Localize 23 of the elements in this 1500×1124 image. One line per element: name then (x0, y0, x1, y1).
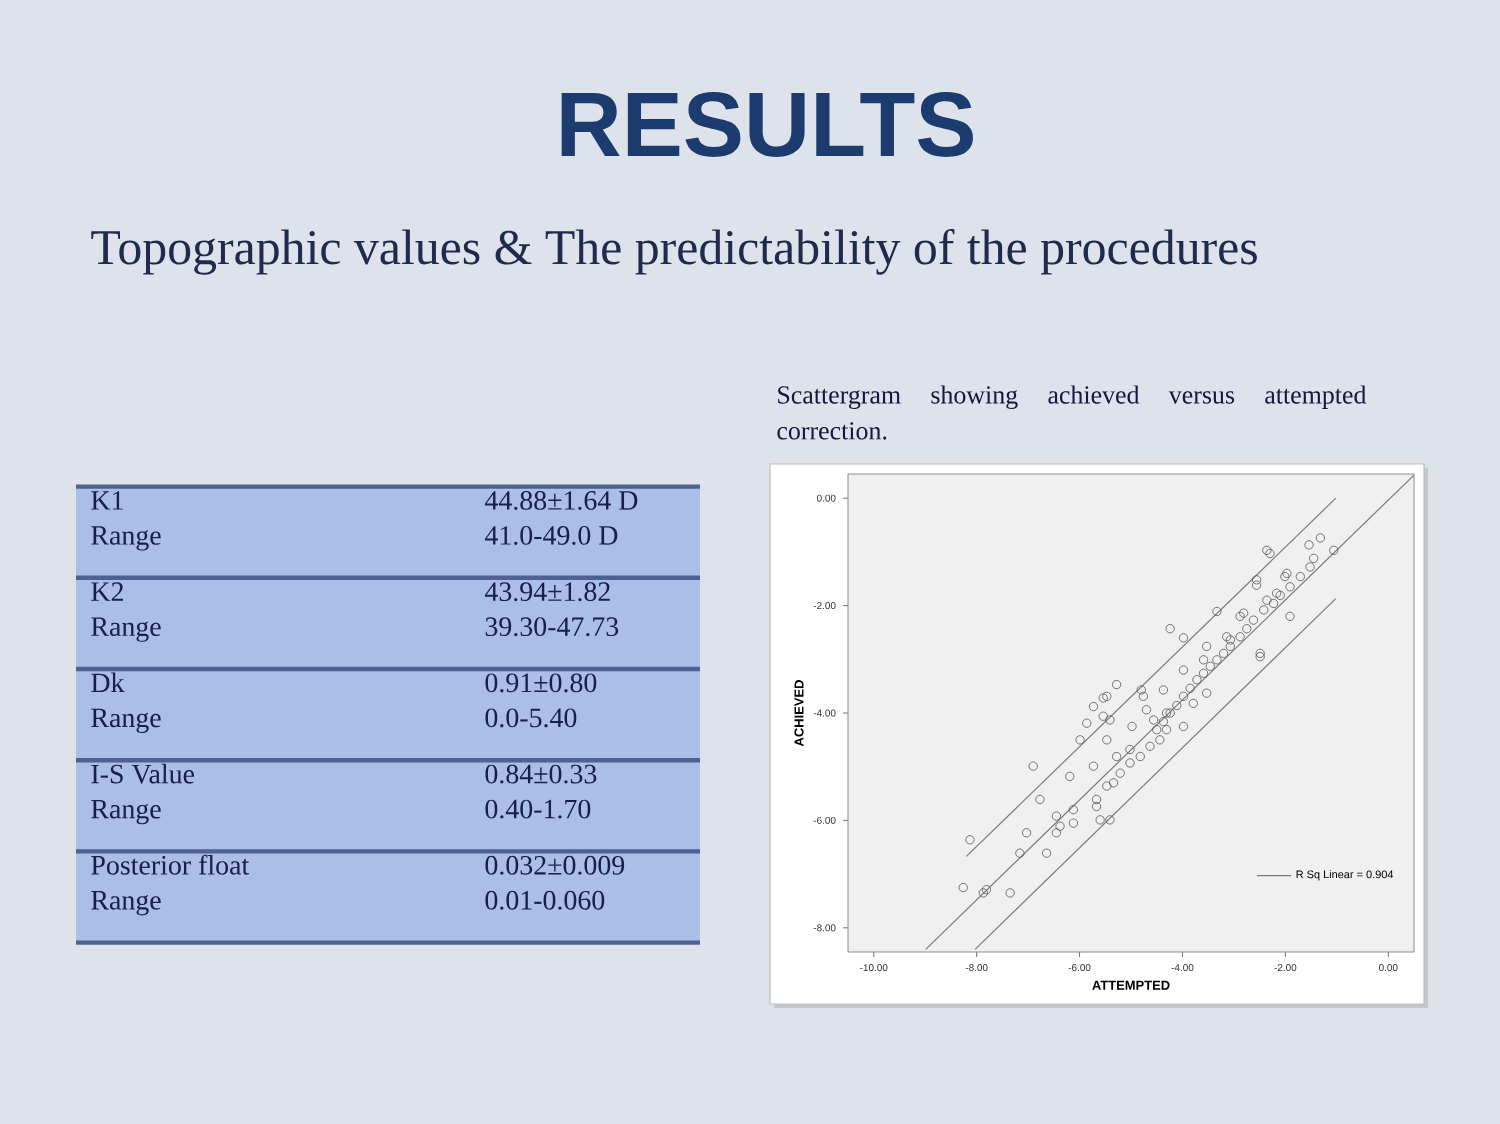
text: Dk (91, 672, 125, 693)
text: 0.91±0.80 (485, 673, 597, 693)
text: K1 (91, 491, 123, 510)
text: 44.88±1.64 D (484, 491, 638, 510)
text: Topographic values & The predictability of the procedures (91, 228, 1257, 275)
text: Posterior float (91, 854, 250, 875)
text: 0.40-1.70 (485, 799, 591, 819)
chart-title: Scattergram showing achieved versus attempted correction. (777, 385, 1367, 440)
text: 0.032±0.009 (485, 855, 625, 875)
text: I-S Value (91, 763, 195, 784)
text: Range (91, 526, 161, 551)
text: K2 (91, 582, 123, 601)
text: 43.94±1.82 (484, 582, 610, 602)
text: Range (91, 617, 161, 642)
text: Range (91, 708, 161, 734)
text: 0.0-5.40 (485, 708, 577, 728)
text: 39.30-47.73 (485, 617, 619, 637)
text: 0.01-0.060 (485, 890, 605, 910)
text: Range (91, 799, 161, 825)
text: 41.0-49.0 D (484, 526, 618, 545)
text: Range (91, 891, 161, 916)
text: RESULTS (561, 91, 973, 157)
text: 0.84±0.33 (485, 764, 597, 784)
